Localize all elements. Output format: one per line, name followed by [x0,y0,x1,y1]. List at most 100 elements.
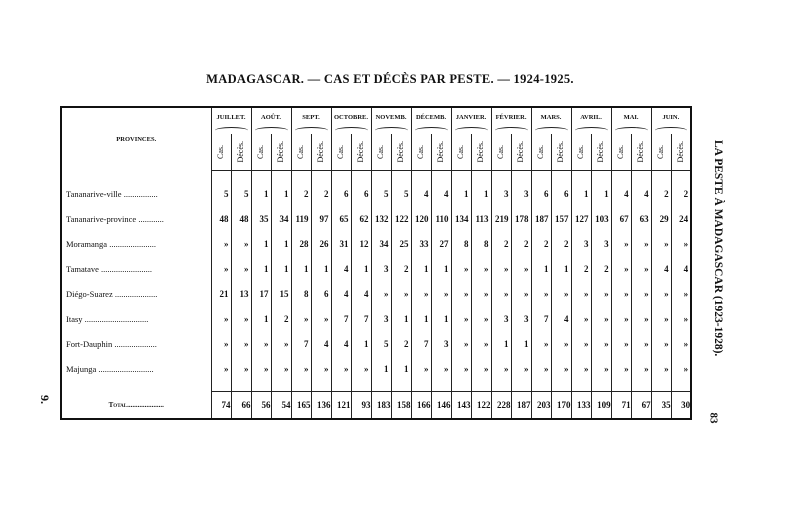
deces-cell: 1 [390,306,412,331]
cas-cell: 1 [250,181,271,206]
deces-cell: » [590,331,612,356]
month-brace [250,126,291,134]
cas-cell: » [210,331,231,356]
cas-cell: 1 [250,306,271,331]
separator-cell [470,381,492,392]
separator-cell [61,381,211,392]
deces-cell: 3 [510,181,532,206]
provinces-header: PROVINCES. [116,135,157,143]
month-brace [330,126,372,134]
cas-cell: 28 [290,231,311,256]
cas-cell: 1 [450,181,472,206]
running-head: LA PESTE À MADAGASCAR (1923-1928). [712,140,724,357]
separator-cell [290,381,311,392]
deces-cell: » [470,331,492,356]
spacer-cell [610,170,632,181]
deces-cell: 1 [430,306,452,331]
deces-total-cell: 109 [590,391,612,419]
cas-total-cell: 56 [250,391,271,419]
deces-cell: 8 [470,231,492,256]
brace-mark [254,126,288,134]
cas-cell: 33 [410,231,432,256]
separator-cell [410,381,432,392]
province-name: Diégo-Suarez .................... [66,288,158,299]
cas-cell: » [610,256,632,281]
cas-header: Cas. [250,134,271,171]
cas-total-cell: 166 [410,391,432,419]
province-name: Moramanga ...................... [66,238,156,249]
cas-cell: 7 [530,306,552,331]
deces-cell: 25 [390,231,412,256]
separator-cell [570,381,592,392]
spacer-cell [230,170,251,181]
deces-cell: 15 [270,281,291,306]
cas-cell: 3 [490,181,512,206]
cas-cell: » [490,281,512,306]
deces-header: Décès. [550,134,572,171]
month-brace [570,126,612,134]
folio-mark: 9. [38,395,52,404]
cas-cell: 127 [570,206,592,231]
cas-header: Cas. [410,134,432,171]
cas-cell: » [570,306,592,331]
cas-cell: 132 [370,206,392,231]
separator-cell [430,381,452,392]
cas-cell: 1 [370,356,392,381]
deces-cell: » [550,331,572,356]
month-header: AVRIL. [570,107,612,126]
table-row: Tananarive-province ............ 48 48 35 34… [61,206,692,231]
cas-cell: » [450,281,472,306]
deces-label: Décès. [396,141,406,163]
deces-cell: » [670,231,692,256]
cas-cell: 8 [290,281,311,306]
month-brace [490,126,532,134]
month-header: NOVEMB. [370,107,412,126]
deces-cell: 13 [230,281,251,306]
brace-mark [454,126,488,134]
deces-cell: » [310,356,331,381]
total-row: Total..................... 74 66 56 54 165 136… [61,391,692,419]
cas-total-cell: 183 [370,391,392,419]
cas-label: Cas. [336,145,345,159]
separator-cell [510,381,532,392]
brace-row [61,126,692,134]
cas-cell: 6 [530,181,552,206]
deces-label: Décès. [675,141,685,163]
spacer-cell [450,170,472,181]
deces-label: Décès. [436,141,446,163]
month-header: SEPT. [290,107,331,126]
cas-header: Cas. [610,134,632,171]
deces-cell: » [670,331,692,356]
cas-total-cell: 121 [330,391,351,419]
deces-header: Décès. [470,134,492,171]
spacer-cell [290,170,311,181]
deces-cell: 1 [430,256,452,281]
cas-cell: 35 [250,206,271,231]
deces-label: Décès. [316,141,325,163]
deces-total-cell: 187 [510,391,532,419]
deces-total-cell: 93 [350,391,372,419]
cas-total-cell: 74 [210,391,231,419]
table-row: Fort-Dauphin ....................»»»» 7 4 4… [61,331,692,356]
separator-cell [310,381,331,392]
deces-cell: 62 [350,206,372,231]
deces-cell: 34 [270,206,291,231]
spacer-cell [250,170,271,181]
spacer-cell [570,170,592,181]
deces-cell: 27 [430,231,452,256]
spacer-row [61,170,692,181]
cas-cell: » [610,331,632,356]
deces-cell: » [470,281,492,306]
cas-label: Cas. [536,145,546,159]
cas-cell: » [610,231,632,256]
deces-cell: » [230,306,251,331]
deces-cell: 1 [510,331,532,356]
cas-label: Cas. [256,145,265,159]
cas-cell: 65 [330,206,351,231]
subheader-row: Cas. Décès. Cas. Décès. Cas. Décès. Cas. Décès.… [61,134,692,171]
deces-cell: 178 [510,206,532,231]
spacer-cell [510,170,532,181]
province-name: Majunga .......................... [66,363,154,374]
table-row: Tamatave ........................»» 1 1 1 1 4… [61,256,692,281]
cas-cell: 3 [370,256,392,281]
